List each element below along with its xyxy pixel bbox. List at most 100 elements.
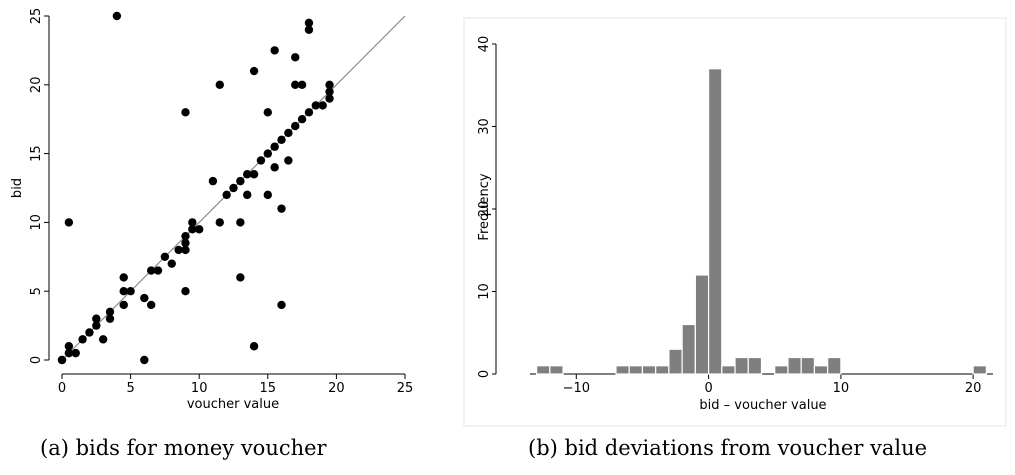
scatter-point [311,101,321,110]
scatter-point [270,46,279,55]
scatter-point [249,66,259,76]
scatter-x-axis-label: voucher value [187,397,279,412]
scatter-point [181,238,190,248]
histogram-x-tick-label: 10 [833,381,850,396]
scatter-point [119,300,128,310]
scatter-y-tick-label: 10 [29,214,44,231]
scatter-chart: 0 5 10 15 20 25 0 5 10 15 20 25 voucher value bid [10,8,413,412]
scatter-axes: 0 5 10 15 20 25 0 5 10 15 20 25 [29,8,413,396]
scatter-point [105,307,115,317]
histogram-bars [536,68,987,375]
histogram-bar [747,356,763,375]
scatter-y-tick-label: 20 [29,77,44,94]
scatter-point [277,135,286,145]
scatter-point [146,266,156,275]
scatter-point [98,335,108,344]
scatter-point [71,348,80,358]
scatter-x-tick-label: 25 [397,381,414,396]
scatter-point [78,335,87,344]
scatter-y-tick-label: 25 [29,8,44,25]
scatter-point [304,25,314,34]
scatter-point [126,287,135,296]
scatter-point [208,176,218,186]
histogram-y-tick-label: 0 [477,370,492,378]
scatter-point [146,300,156,310]
scatter-point [181,231,190,241]
histogram-y-tick-label: 10 [477,283,492,300]
scatter-point [181,108,190,117]
scatter-point [291,80,300,90]
histogram-bar [721,365,736,375]
scatter-point [92,314,101,323]
scatter-point [64,348,74,358]
histogram-bar [536,365,551,375]
scatter-point [153,266,163,275]
histogram-x-tick-label: −10 [563,381,590,396]
scatter-y-tick-label: 0 [29,356,44,364]
scatter-point [64,342,74,351]
caption-a: (a) bids for money voucher [40,436,327,460]
scatter-point [304,108,314,117]
scatter-point [167,259,176,268]
scatter-point [263,108,272,117]
scatter-point [222,190,231,200]
histogram-x-axis-label: bid – voucher value [699,398,826,413]
histogram-bar [787,356,802,375]
histogram-bar [734,356,749,375]
histogram-bar [800,356,816,375]
scatter-point [195,225,204,234]
scatter-point [236,218,245,227]
histogram-bar [641,365,657,375]
scatter-point [325,80,334,90]
histogram-bar [681,323,696,375]
scatter-point [270,142,279,151]
scatter-point [284,156,293,165]
scatter-x-tick-label: 5 [126,381,134,396]
histogram-bar [694,274,710,375]
scatter-point [249,342,259,351]
scatter-point [291,53,300,62]
scatter-point [188,218,197,227]
histogram-bar [615,365,630,375]
histogram-bar [972,365,987,375]
histogram-x-tick-label: 0 [704,381,712,396]
scatter-x-tick-label: 10 [191,381,208,396]
histogram-bar [827,356,842,375]
scatter-point [236,273,245,282]
scatter-points [57,11,334,365]
scatter-point [325,87,334,96]
scatter-point [174,245,183,255]
scatter-point [229,183,238,193]
scatter-x-tick-label: 15 [260,381,277,396]
scatter-point [325,94,334,103]
scatter-point [140,355,149,365]
histogram-chart: 0 10 20 30 40 −10 0 10 20 bid – voucher value Fr… [463,17,1007,427]
scatter-point [92,321,101,330]
scatter-x-tick-label: 0 [58,381,66,396]
histogram-bar [655,365,670,375]
scatter-point [297,80,307,90]
scatter-point [256,156,266,165]
scatter-point [119,273,128,282]
scatter-point [243,190,252,200]
scatter-point [304,18,314,28]
scatter-point [57,355,67,365]
histogram-y-tick-label: 20 [477,201,492,218]
histogram-bar [774,365,789,375]
scatter-point [112,11,122,21]
scatter-point [249,170,259,179]
scatter-point [215,218,224,227]
scatter-point [291,121,300,131]
scatter-point [277,300,286,310]
scatter-point [297,115,307,124]
scatter-point [105,314,115,323]
scatter-point [160,252,170,261]
scatter-point [277,204,286,213]
caption-b: (b) bid deviations from voucher value [528,436,928,460]
histogram-y-axis-label: Frequency [477,173,492,240]
scatter-point [243,170,252,179]
scatter-point [263,149,272,158]
histogram-bar [628,365,644,375]
scatter-point [215,80,224,90]
scatter-point [119,287,128,296]
